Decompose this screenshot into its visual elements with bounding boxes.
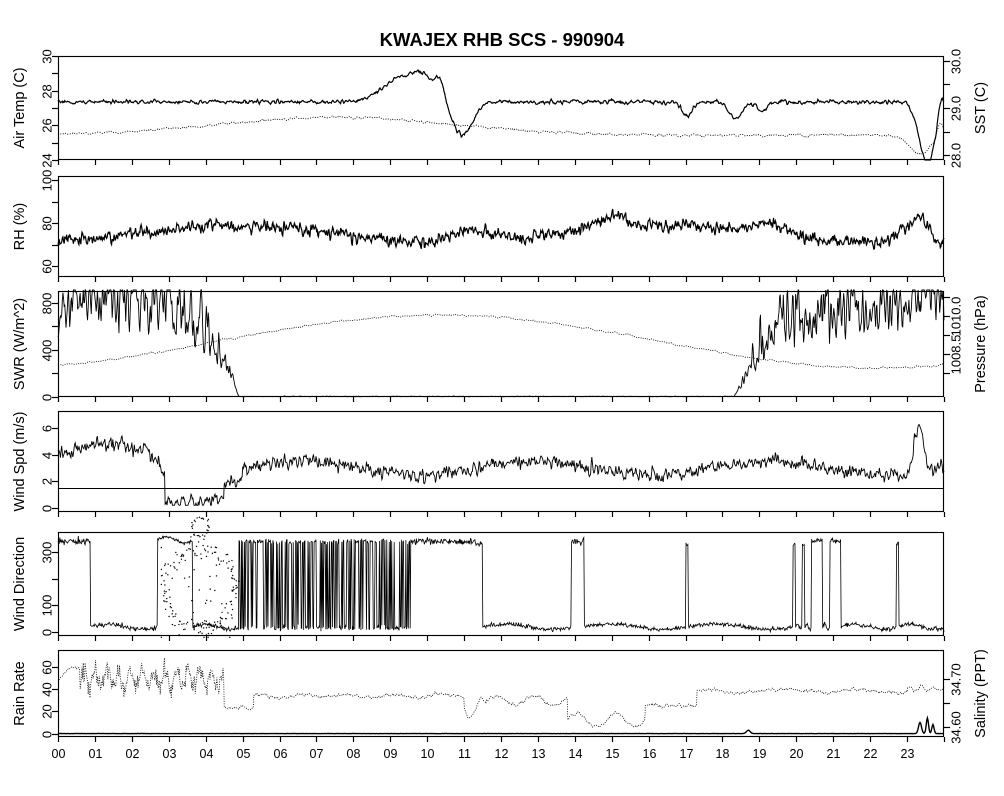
- svg-text:09: 09: [384, 747, 398, 761]
- svg-text:23: 23: [901, 747, 915, 761]
- svg-text:16: 16: [643, 747, 657, 761]
- svg-text:60: 60: [39, 259, 54, 273]
- svg-text:02: 02: [126, 747, 140, 761]
- svg-text:0: 0: [39, 394, 54, 401]
- svg-text:24: 24: [39, 153, 54, 167]
- svg-text:34.60: 34.60: [948, 711, 963, 744]
- svg-text:1010.0: 1010.0: [948, 297, 963, 337]
- svg-text:1008.5: 1008.5: [948, 335, 963, 375]
- svg-text:800: 800: [39, 293, 54, 315]
- svg-text:10: 10: [421, 747, 435, 761]
- svg-text:Salinity (PPT): Salinity (PPT): [973, 649, 989, 738]
- svg-text:28: 28: [39, 84, 54, 98]
- svg-text:6: 6: [39, 425, 54, 432]
- svg-text:4: 4: [39, 452, 54, 459]
- svg-text:0: 0: [39, 629, 54, 636]
- svg-text:12: 12: [495, 747, 509, 761]
- svg-text:05: 05: [237, 747, 251, 761]
- svg-text:40: 40: [39, 682, 54, 696]
- svg-text:19: 19: [753, 747, 767, 761]
- svg-text:00: 00: [52, 747, 66, 761]
- svg-text:08: 08: [347, 747, 361, 761]
- svg-text:28.0: 28.0: [948, 143, 963, 168]
- svg-text:SST (C): SST (C): [973, 82, 989, 134]
- svg-text:0: 0: [39, 731, 54, 738]
- svg-text:06: 06: [274, 747, 288, 761]
- svg-text:01: 01: [89, 747, 103, 761]
- svg-text:RH (%): RH (%): [12, 203, 28, 251]
- svg-text:20: 20: [39, 704, 54, 718]
- svg-text:Wind Spd (m/s): Wind Spd (m/s): [12, 412, 28, 512]
- svg-text:04: 04: [200, 747, 214, 761]
- svg-text:15: 15: [606, 747, 620, 761]
- svg-text:60: 60: [39, 660, 54, 674]
- svg-text:0: 0: [39, 505, 54, 512]
- svg-text:34.70: 34.70: [948, 663, 963, 696]
- svg-text:Wind Direction: Wind Direction: [12, 537, 28, 631]
- svg-text:Air Temp (C): Air Temp (C): [12, 67, 28, 148]
- svg-text:21: 21: [827, 747, 841, 761]
- svg-text:26: 26: [39, 118, 54, 132]
- svg-text:17: 17: [680, 747, 694, 761]
- svg-text:22: 22: [864, 747, 878, 761]
- svg-text:80: 80: [39, 216, 54, 230]
- svg-text:100: 100: [39, 170, 54, 192]
- svg-text:Rain Rate: Rain Rate: [12, 661, 28, 725]
- svg-text:30.0: 30.0: [948, 49, 963, 74]
- svg-text:07: 07: [310, 747, 324, 761]
- svg-text:20: 20: [790, 747, 804, 761]
- svg-text:13: 13: [532, 747, 546, 761]
- svg-text:18: 18: [716, 747, 730, 761]
- svg-text:03: 03: [163, 747, 177, 761]
- svg-text:300: 300: [39, 542, 54, 564]
- svg-text:SWR (W/m^2): SWR (W/m^2): [12, 298, 28, 390]
- svg-text:400: 400: [39, 340, 54, 362]
- svg-text:Pressure (hPa): Pressure (hPa): [973, 295, 989, 393]
- svg-text:KWAJEX RHB SCS - 990904: KWAJEX RHB SCS - 990904: [380, 29, 625, 50]
- svg-text:29.0: 29.0: [948, 96, 963, 121]
- svg-text:11: 11: [458, 747, 471, 761]
- svg-text:14: 14: [569, 747, 583, 761]
- svg-text:2: 2: [39, 478, 54, 485]
- svg-text:100: 100: [39, 595, 54, 617]
- svg-text:30: 30: [39, 49, 54, 63]
